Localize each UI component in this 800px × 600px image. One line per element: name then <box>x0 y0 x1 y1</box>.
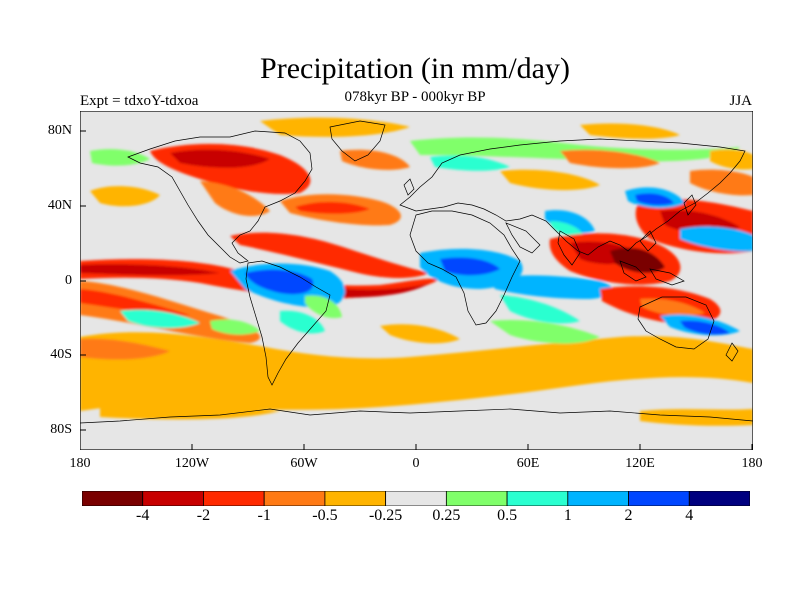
lat-tick-label: 40S <box>50 347 72 362</box>
colorbar-swatch <box>385 491 447 506</box>
colorbar-label: 0.25 <box>432 507 461 524</box>
colorbar-label: -4 <box>136 507 150 524</box>
colorbar-label: 1 <box>563 507 572 524</box>
lon-tick-label: 60W <box>290 456 318 471</box>
precipitation-map <box>80 111 753 450</box>
lon-tick-label: 120W <box>174 456 210 471</box>
map-subtitle: 078kyr BP - 000kyr BP <box>344 89 486 105</box>
season-label: JJA <box>729 93 752 109</box>
lat-tick-label: 40N <box>47 198 72 213</box>
colorbar-swatch <box>628 491 690 506</box>
experiment-label: Expt = tdxoY-tdxoa <box>80 93 199 109</box>
lat-tick-label: 80S <box>50 422 72 437</box>
colorbar-label: -0.5 <box>312 507 338 524</box>
lon-tick-label: 60E <box>516 456 540 471</box>
colorbar-swatch <box>203 491 265 506</box>
lon-tick-label: 180 <box>69 456 91 471</box>
colorbar-label: -0.25 <box>368 507 403 524</box>
map-title: Precipitation (in mm/day) <box>260 52 570 85</box>
colorbar-label: -1 <box>257 507 271 524</box>
colorbar-swatch <box>324 491 387 506</box>
colorbar-swatch <box>142 491 204 506</box>
colorbar-swatch <box>263 491 326 506</box>
colorbar-label: 2 <box>624 507 633 524</box>
lon-tick-label: 120E <box>625 456 655 471</box>
lon-tick-label: 180 <box>741 456 763 471</box>
colorbar-label: 4 <box>685 507 694 524</box>
colorbar-swatch <box>688 491 750 506</box>
colorbar-label: 0.5 <box>497 507 518 524</box>
colorbar-swatch <box>445 491 508 506</box>
lat-tick-label: 80N <box>47 123 72 138</box>
lon-tick-label: 0 <box>412 456 420 471</box>
colorbar-swatch <box>506 491 569 506</box>
colorbar-label: -2 <box>196 507 211 524</box>
colorbar-swatch <box>567 491 629 506</box>
lat-tick-label: 0 <box>65 273 72 288</box>
precipitation-anomaly-fields <box>80 117 753 426</box>
colorbar <box>82 491 750 506</box>
colorbar-swatch <box>82 491 144 506</box>
map-tick-marks <box>80 130 753 450</box>
coastlines <box>80 120 753 424</box>
